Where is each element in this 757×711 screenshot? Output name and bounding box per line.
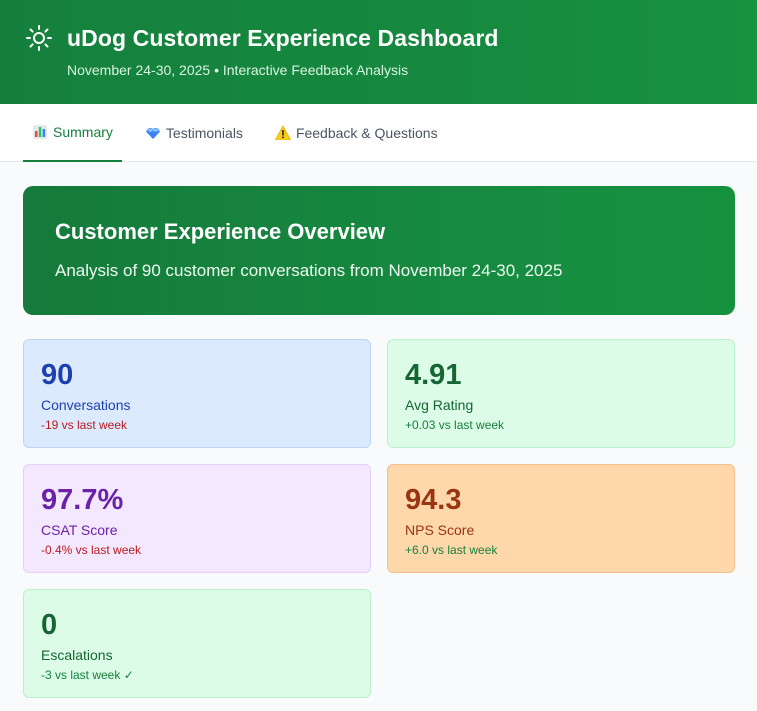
page-title: uDog Customer Experience Dashboard: [67, 24, 499, 51]
overview-description: Analysis of 90 customer conversations fr…: [55, 261, 563, 280]
metric-value: 4.91: [405, 359, 462, 391]
metric-delta: -0.4% vs last week: [41, 543, 142, 557]
metric-value: 90: [41, 359, 74, 391]
gem-icon: [145, 126, 160, 139]
metric-delta: -19 vs last week: [41, 418, 128, 432]
metric-label: Escalations: [41, 647, 113, 663]
metric-label: Conversations: [41, 397, 131, 413]
overview-banner: Customer Experience Overview Analysis of…: [23, 186, 735, 315]
tab-testimonials[interactable]: Testimonials: [136, 104, 252, 161]
dashboard-header: uDog Customer Experience Dashboard Novem…: [0, 0, 757, 104]
tab-testimonials-label: Testimonials: [165, 124, 243, 141]
tab-feedback[interactable]: Feedback & Questions: [266, 104, 447, 161]
metric-card-conversations: 90 Conversations -19 vs last week: [23, 339, 371, 448]
metric-delta: -3 vs last week ✓: [41, 668, 134, 682]
metric-card-nps: 94.3 NPS Score +6.0 vs last week: [387, 464, 735, 573]
metric-label: Avg Rating: [405, 397, 474, 413]
bar-chart-icon: [33, 125, 47, 139]
metric-label: NPS Score: [405, 522, 475, 538]
tab-bar: Summary Testimonials Feedback & Question…: [0, 104, 757, 162]
metric-value: 97.7%: [41, 484, 124, 516]
tab-feedback-label: Feedback & Questions: [295, 124, 438, 141]
metric-card-escalations: 0 Escalations -3 vs last week ✓: [23, 589, 371, 698]
metric-delta: +0.03 vs last week: [405, 418, 505, 432]
metric-card-avg-rating: 4.91 Avg Rating +0.03 vs last week: [387, 339, 735, 448]
metric-delta: +6.0 vs last week: [405, 543, 498, 557]
metric-card-csat: 97.7% CSAT Score -0.4% vs last week: [23, 464, 371, 573]
metric-value: 0: [41, 609, 58, 641]
sun-icon: [26, 25, 52, 51]
warning-icon: [274, 124, 291, 140]
metric-value: 94.3: [405, 484, 462, 516]
overview-title: Customer Experience Overview: [55, 219, 386, 244]
tab-summary-label: Summary: [53, 124, 113, 140]
metric-label: CSAT Score: [41, 522, 118, 538]
tab-summary[interactable]: Summary: [23, 104, 122, 162]
page-subtitle: November 24-30, 2025 • Interactive Feedb…: [67, 62, 409, 78]
